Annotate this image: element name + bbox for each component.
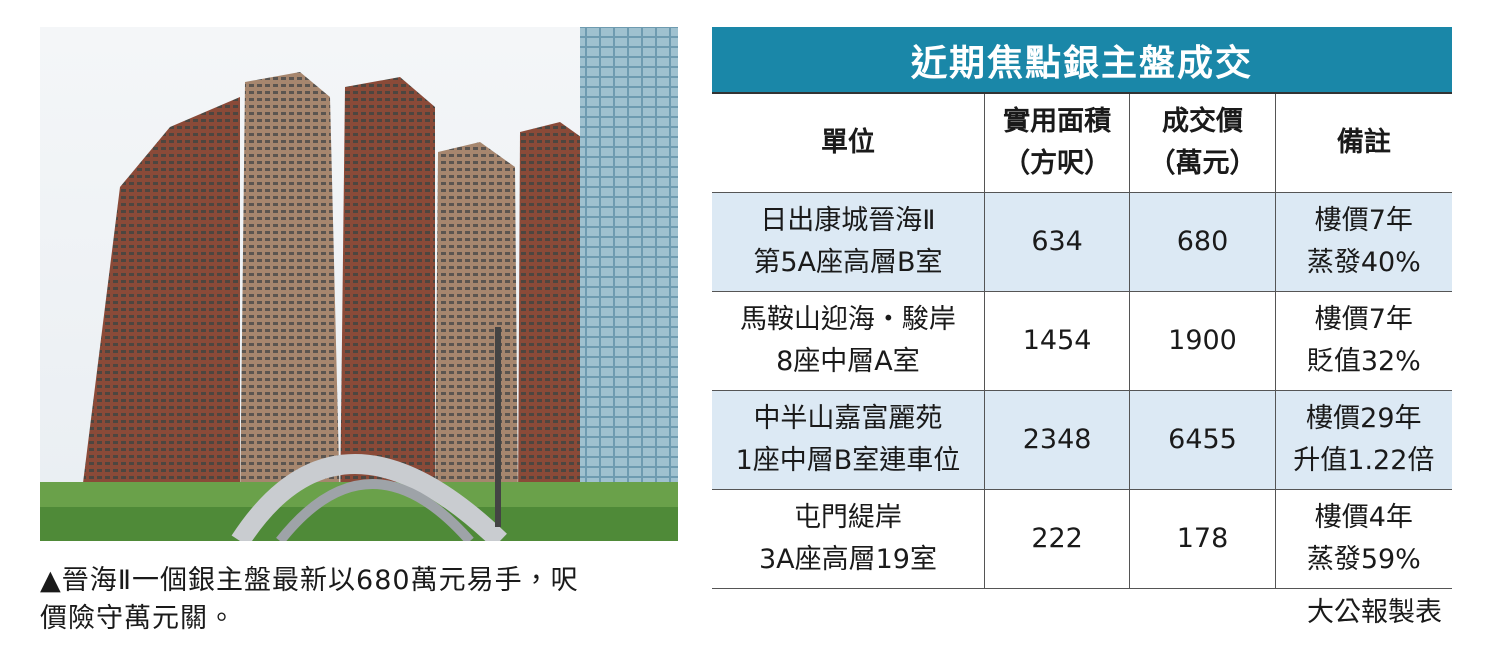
table-row: 中半山嘉富麗苑 1座中層B室連車位 2348 6455 樓價29年 升值1.22倍: [712, 391, 1452, 490]
cell-line: 蒸發40%: [1306, 247, 1421, 278]
table-cell: 178: [1129, 490, 1274, 588]
table-row: 日出康城晉海Ⅱ 第5A座高層B室 634 680 樓價7年 蒸發40%: [712, 193, 1452, 292]
cell-line: 備註: [1336, 127, 1391, 158]
header-cell: 單位: [712, 94, 984, 192]
table-cell: 1454: [983, 292, 1129, 390]
source: 大公報製表: [1307, 597, 1442, 628]
cell-line: 蒸發59%: [1306, 544, 1421, 575]
cell-line: 樓價7年: [1314, 304, 1413, 335]
cell-line: 升值1.22倍: [1293, 445, 1435, 476]
header-cell: 實用面積 （方呎）: [983, 94, 1129, 192]
cell-line: 成交價: [1162, 106, 1243, 137]
table-cell: 屯門緹岸 3A座高層19室: [712, 490, 984, 588]
table-row: 馬鞍山迎海・駿岸 8座中層A室 1454 1900 樓價7年 貶值32%: [712, 292, 1452, 391]
table-title: 近期焦點銀主盤成交: [712, 27, 1452, 92]
cell-line: （方呎）: [1003, 148, 1112, 179]
cell-line: 1座中層B室連車位: [735, 445, 961, 476]
cell-line: （萬元）: [1148, 148, 1257, 179]
table-cell: 樓價7年貶值32%: [1274, 292, 1452, 390]
table-cell: 樓價4年蒸發59%: [1274, 490, 1452, 588]
cell-line: 3A座高層19室: [758, 544, 937, 575]
table-cell: 中半山嘉富麗苑 1座中層B室連車位: [712, 391, 984, 489]
cell-line: 實用面積: [1003, 106, 1112, 137]
table-cell: 634: [983, 193, 1129, 291]
cell-line: 第5A座高層B室: [753, 247, 943, 278]
table-cell: 222: [983, 490, 1129, 588]
table-cell: 日出康城晉海Ⅱ 第5A座高層B室: [712, 193, 984, 291]
cell-line: 樓價29年: [1306, 403, 1422, 434]
cell-line: 屯門緹岸: [793, 502, 902, 533]
cell-line: 貶值32%: [1306, 346, 1421, 377]
photo-caption: ▲晉海Ⅱ一個銀主盤最新以680萬元易手，呎 價險守萬元關。: [40, 562, 690, 638]
cell-line: 樓價4年: [1314, 502, 1413, 533]
caption-line: ▲晉海Ⅱ一個銀主盤最新以680萬元易手，呎: [40, 565, 579, 596]
photo: [40, 27, 678, 541]
table-cell: 2348: [983, 391, 1129, 489]
cell-line: 單位: [820, 127, 875, 158]
table-cell: 680: [1129, 193, 1274, 291]
cell-line: 樓價7年: [1314, 205, 1413, 236]
table-cell: 樓價29年升值1.22倍: [1274, 391, 1452, 489]
table-cell: 1900: [1129, 292, 1274, 390]
table-cell: 樓價7年蒸發40%: [1274, 193, 1452, 291]
table: 近期焦點銀主盤成交 單位 實用面積 （方呎） 成交價 （萬元） 備註日出康城晉海Ⅱ 第5A座…: [712, 27, 1452, 589]
table-row: 屯門緹岸 3A座高層19室 222 178 樓價4年 蒸發59%: [712, 490, 1452, 589]
table-cell: 6455: [1129, 391, 1274, 489]
caption-line: 價險守萬元關。: [40, 603, 236, 634]
cell-line: 8座中層A室: [776, 346, 920, 377]
header-cell: 備註: [1274, 94, 1452, 192]
cell-line: 馬鞍山迎海・駿岸: [739, 304, 956, 335]
table-cell: 馬鞍山迎海・駿岸 8座中層A室: [712, 292, 984, 390]
cell-line: 中半山嘉富麗苑: [753, 403, 943, 434]
header-cell: 成交價 （萬元）: [1129, 94, 1274, 192]
cell-line: 日出康城晉海Ⅱ: [760, 205, 936, 236]
header-row: 單位 實用面積 （方呎） 成交價 （萬元） 備註: [712, 92, 1452, 193]
